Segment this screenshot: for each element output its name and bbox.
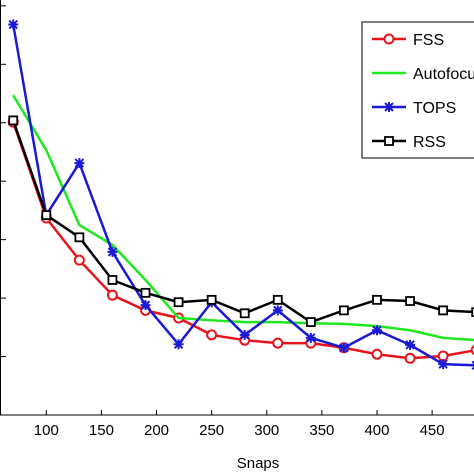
legend-label: FSS bbox=[413, 32, 444, 49]
marker bbox=[371, 348, 383, 360]
marker bbox=[384, 102, 394, 112]
legend-label: Autofocus bbox=[413, 66, 474, 83]
marker bbox=[471, 307, 474, 318]
line bbox=[12, 94, 474, 342]
x-tick-label: 100 bbox=[34, 422, 59, 439]
marker bbox=[239, 329, 250, 340]
legend-label: RSS bbox=[413, 134, 446, 151]
marker bbox=[305, 332, 316, 343]
x-tick-label: 200 bbox=[144, 422, 169, 439]
marker bbox=[339, 305, 349, 316]
marker bbox=[173, 297, 184, 308]
marker bbox=[8, 19, 19, 30]
marker bbox=[106, 289, 118, 301]
x-tick-label: 400 bbox=[364, 422, 389, 439]
x-tick-label: 300 bbox=[254, 422, 279, 439]
marker bbox=[239, 308, 250, 319]
marker bbox=[41, 210, 52, 220]
marker bbox=[338, 342, 349, 353]
marker bbox=[74, 158, 85, 169]
marker bbox=[405, 339, 416, 350]
series bbox=[8, 115, 474, 327]
marker bbox=[8, 115, 19, 126]
legend-box bbox=[361, 21, 474, 159]
legend: FSS Autofocus TOPS RSS bbox=[361, 21, 474, 159]
marker bbox=[107, 275, 118, 285]
x-tick-label: 350 bbox=[309, 422, 334, 439]
marker bbox=[73, 254, 85, 266]
marker bbox=[140, 287, 151, 298]
marker bbox=[272, 305, 283, 316]
x-tick-label: 150 bbox=[89, 422, 114, 439]
marker bbox=[206, 294, 217, 305]
marker bbox=[107, 246, 118, 257]
marker bbox=[371, 325, 382, 336]
marker bbox=[272, 337, 284, 349]
marker bbox=[305, 317, 316, 327]
x-axis-label: Snaps bbox=[237, 455, 280, 472]
marker bbox=[206, 329, 218, 341]
marker bbox=[173, 339, 184, 350]
x-tick-label: 450 bbox=[420, 422, 445, 439]
marker bbox=[372, 294, 382, 305]
marker bbox=[140, 300, 151, 311]
marker bbox=[437, 350, 449, 362]
marker bbox=[383, 33, 395, 45]
marker bbox=[438, 359, 449, 370]
marker bbox=[74, 232, 85, 243]
x-tick-label: 250 bbox=[199, 422, 224, 439]
legend-label: TOPS bbox=[413, 100, 456, 117]
marker bbox=[438, 305, 449, 316]
marker bbox=[470, 345, 474, 356]
series bbox=[12, 94, 474, 342]
marker bbox=[384, 136, 394, 146]
marker bbox=[272, 294, 283, 305]
marker bbox=[405, 296, 415, 306]
marker bbox=[404, 352, 416, 364]
